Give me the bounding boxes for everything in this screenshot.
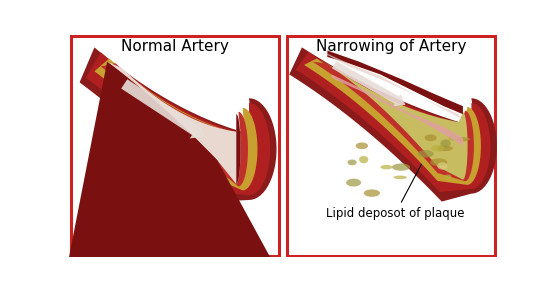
Polygon shape [107,62,241,184]
Text: Lipid deposot of plaque: Lipid deposot of plaque [326,164,464,221]
FancyArrowPatch shape [332,61,405,106]
Ellipse shape [380,165,392,169]
Text: Normal Artery: Normal Artery [121,40,229,54]
Ellipse shape [440,139,450,148]
Ellipse shape [424,134,437,141]
Polygon shape [312,62,474,181]
FancyBboxPatch shape [287,36,495,256]
Ellipse shape [348,160,357,165]
Ellipse shape [437,146,453,151]
Polygon shape [86,52,270,195]
Polygon shape [325,54,463,122]
Ellipse shape [394,176,407,179]
Polygon shape [101,63,248,186]
Polygon shape [319,58,468,180]
Polygon shape [327,51,463,114]
Ellipse shape [437,162,447,170]
Ellipse shape [448,135,457,141]
Ellipse shape [431,145,444,152]
Ellipse shape [430,158,447,166]
FancyBboxPatch shape [71,36,279,256]
Ellipse shape [359,156,368,163]
Polygon shape [289,47,497,202]
Polygon shape [332,75,463,146]
Polygon shape [236,114,241,184]
Polygon shape [79,47,277,202]
Ellipse shape [444,175,452,179]
Polygon shape [94,58,257,190]
Polygon shape [69,62,270,257]
Polygon shape [304,58,481,185]
Polygon shape [296,52,490,192]
Ellipse shape [417,150,434,158]
Ellipse shape [392,164,410,171]
Ellipse shape [454,137,470,141]
Ellipse shape [364,189,380,197]
FancyArrowPatch shape [121,79,204,138]
Ellipse shape [355,142,368,149]
Ellipse shape [346,179,361,187]
Text: Narrowing of Artery: Narrowing of Artery [316,40,466,54]
